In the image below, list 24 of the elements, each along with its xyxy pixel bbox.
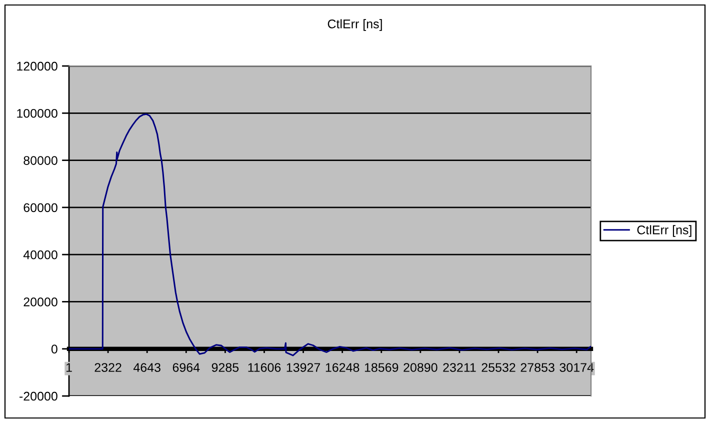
x-tick-label: 11606 <box>248 363 281 372</box>
x-tick-label: 9285 <box>212 363 239 372</box>
x-tick-label: 30174 <box>560 363 594 372</box>
x-tick-label: 20890 <box>404 363 438 372</box>
x-tick-label: 25532 <box>482 363 516 372</box>
x-tick-label: 6964 <box>172 363 200 372</box>
y-tick-label: 0 <box>51 344 58 354</box>
legend-label: CtlErr [ns] <box>637 225 692 237</box>
x-tick-label: 2322 <box>94 363 122 372</box>
y-tick-label: 80000 <box>24 156 58 165</box>
x-tick-label: 23211 <box>443 363 476 372</box>
y-tick-label: 40000 <box>23 250 58 260</box>
y-tick-label: 120000 <box>17 62 58 71</box>
x-tick-label: 1 <box>66 363 72 372</box>
x-tick-label: 13927 <box>286 363 320 372</box>
x-tick-label: 27853 <box>520 363 554 372</box>
x-tick-label: 18569 <box>364 363 398 372</box>
chart-title: CtlErr [ns] <box>328 19 382 31</box>
y-tick-label: -20000 <box>20 392 58 401</box>
x-tick-label: 16248 <box>326 363 360 372</box>
y-tick-label: 100000 <box>17 108 58 118</box>
y-tick-label: 60000 <box>24 203 58 212</box>
y-tick-label: 20000 <box>24 298 58 306</box>
x-tick-label: 4643 <box>133 363 160 372</box>
